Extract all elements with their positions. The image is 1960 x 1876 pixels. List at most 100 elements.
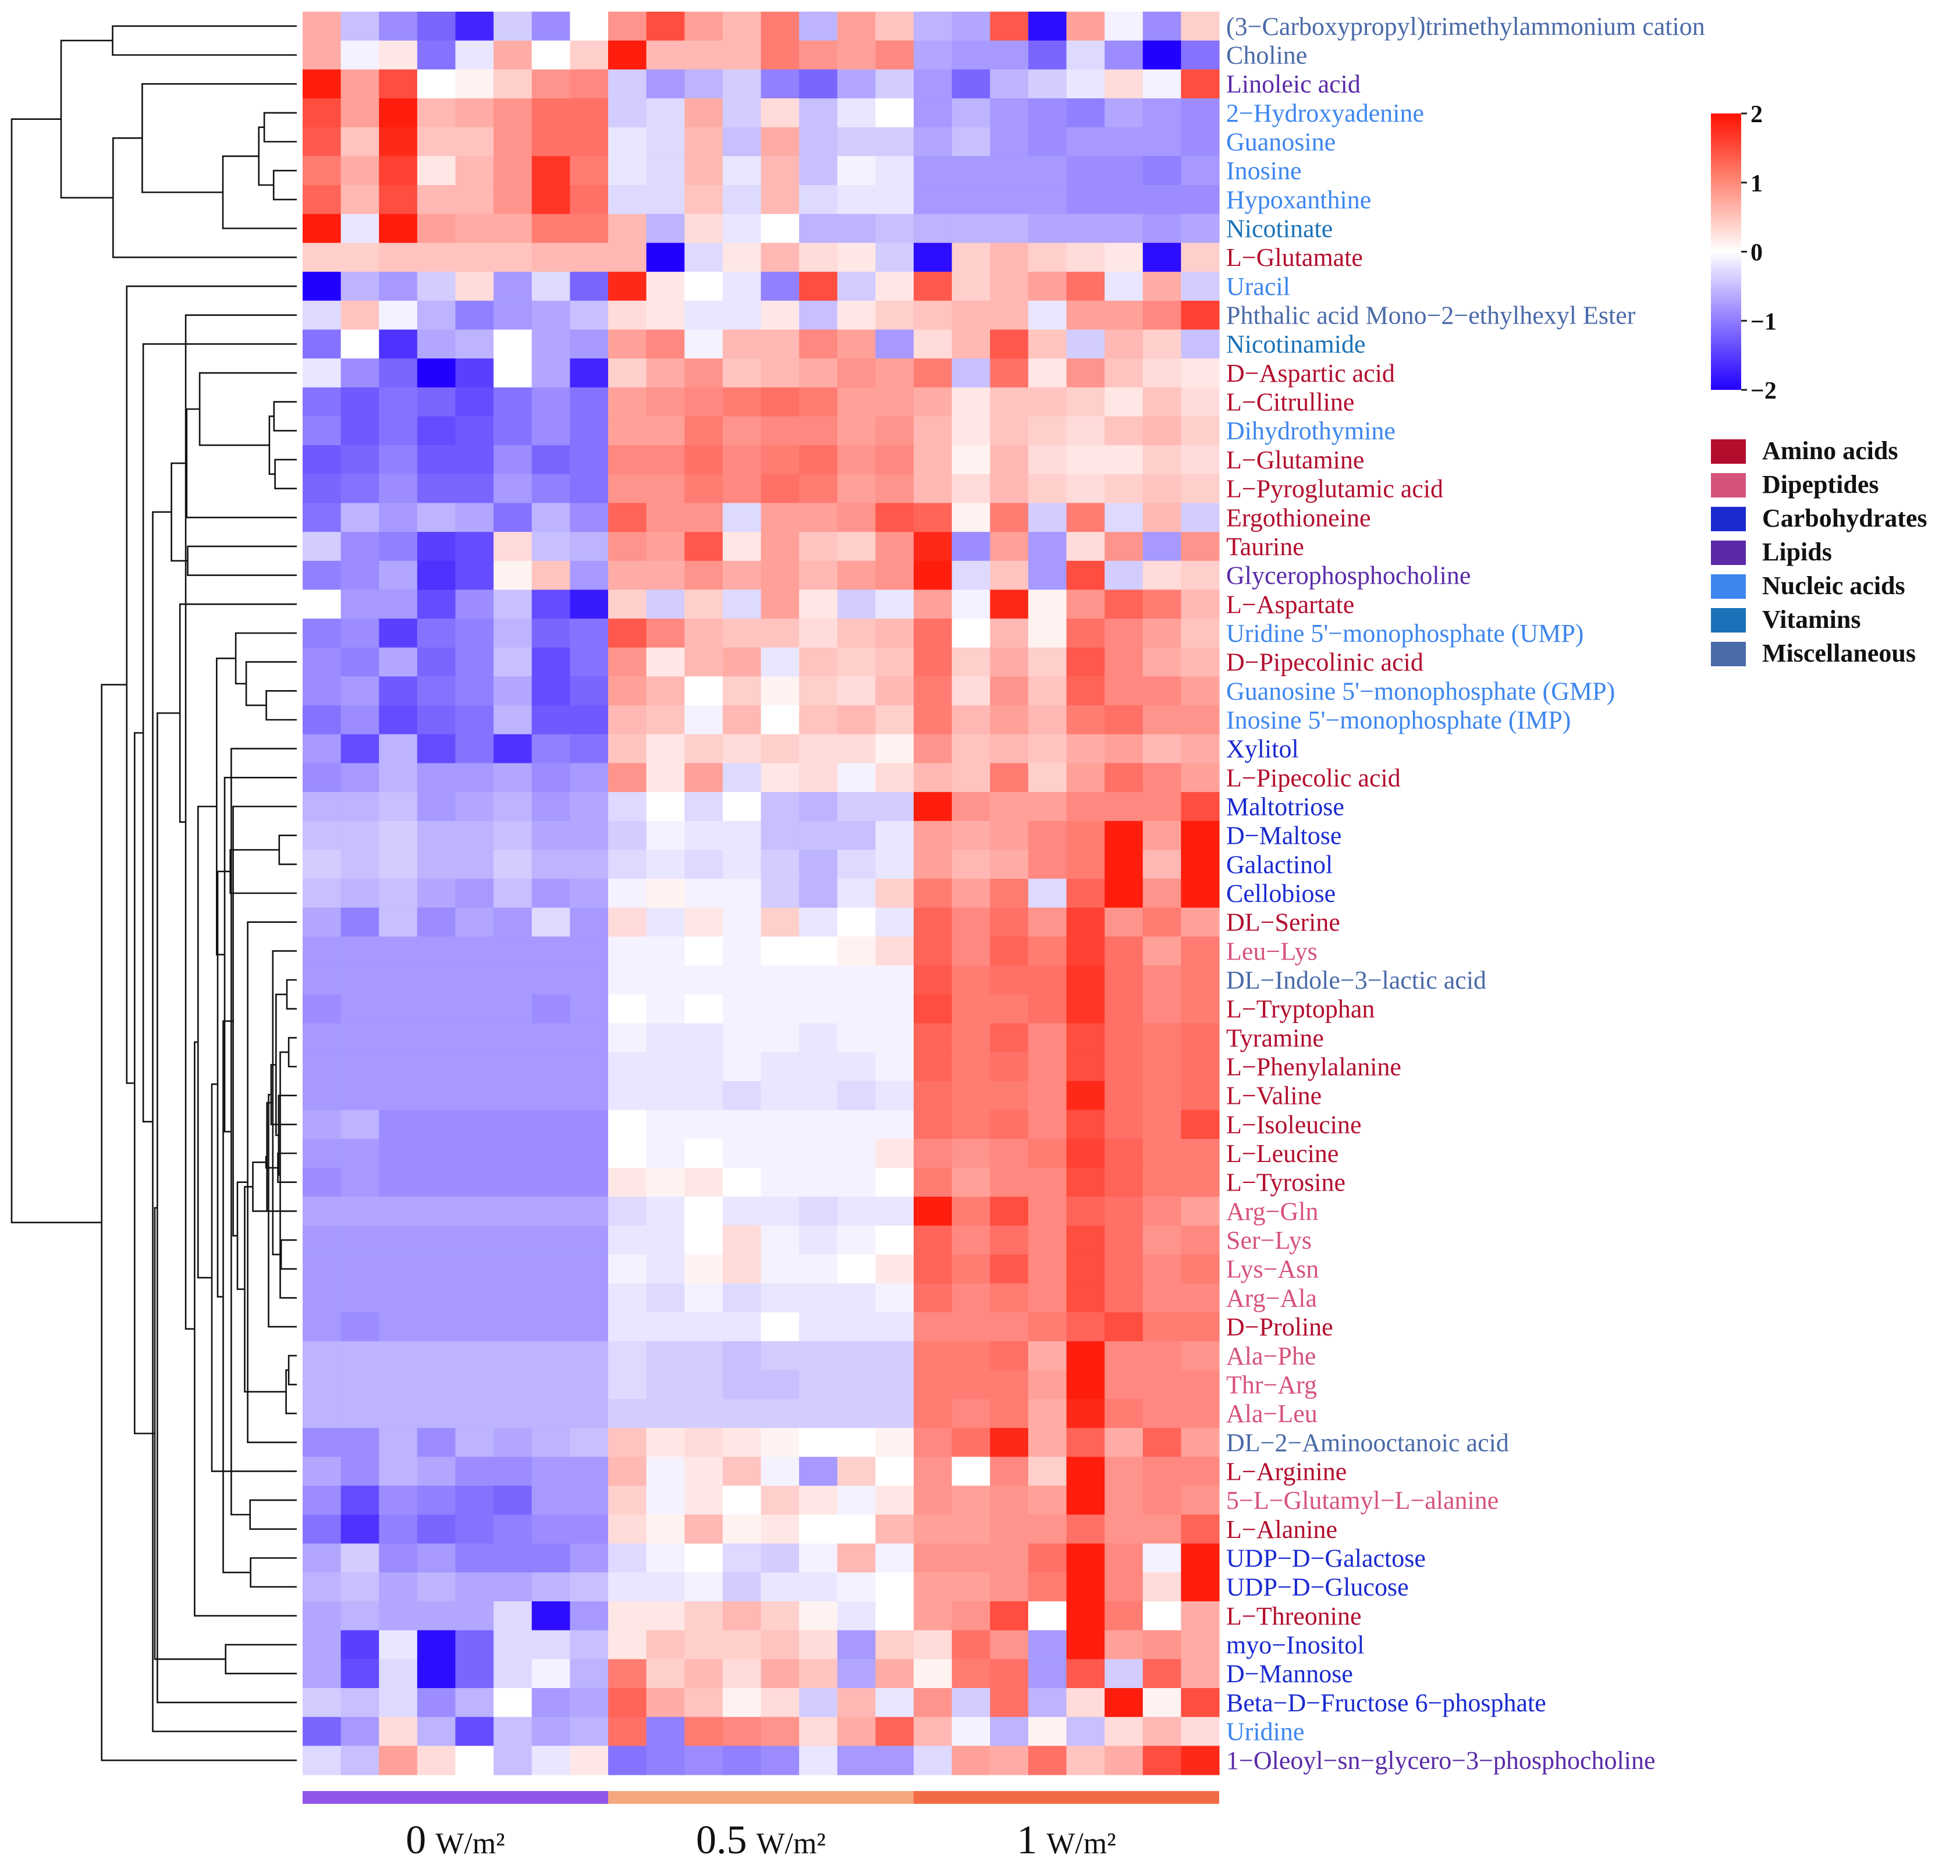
heatmap-cell <box>1142 965 1181 995</box>
heatmap-cell <box>684 503 723 532</box>
heatmap-cell <box>455 820 494 851</box>
heatmap-cell <box>1028 1225 1067 1255</box>
heatmap-cell <box>417 300 456 330</box>
heatmap-cell <box>761 1746 800 1775</box>
heatmap-cell <box>837 329 876 359</box>
dendrogram-link <box>225 1644 297 1675</box>
heatmap-cell <box>608 647 647 677</box>
legend-label: Carbohydrates <box>1762 504 1927 532</box>
heatmap-cell <box>608 1341 647 1371</box>
heatmap-cell <box>875 243 914 272</box>
heatmap-cell <box>914 1543 953 1573</box>
heatmap-cell <box>1028 619 1067 648</box>
heatmap-cell <box>1028 127 1067 157</box>
heatmap-cell <box>1181 1341 1220 1371</box>
heatmap-cell <box>1066 965 1105 995</box>
heatmap-cell <box>570 445 609 475</box>
heatmap-cell <box>1066 156 1105 186</box>
heatmap-cell <box>379 619 418 648</box>
heatmap-cell <box>837 936 876 966</box>
heatmap-cell <box>799 1456 838 1486</box>
heatmap-cell <box>722 619 762 648</box>
heatmap-cell <box>837 1312 876 1342</box>
heatmap-cell <box>455 387 494 417</box>
heatmap-cell <box>417 1341 456 1371</box>
heatmap-cell <box>761 1687 800 1718</box>
heatmap-cell <box>379 127 418 157</box>
heatmap-cell <box>455 1456 494 1486</box>
heatmap-cell <box>531 619 570 648</box>
heatmap-cell <box>340 1399 379 1429</box>
heatmap-cell <box>340 850 379 879</box>
heatmap-cell <box>875 994 914 1024</box>
heatmap-cell <box>531 532 570 562</box>
heatmap-cell <box>722 503 762 532</box>
heatmap-cell <box>722 1312 762 1342</box>
heatmap-cell <box>1105 879 1144 908</box>
heatmap-cell <box>340 300 379 330</box>
heatmap-cell <box>570 676 609 706</box>
heatmap-cell <box>837 272 876 301</box>
heatmap-cell <box>379 503 418 532</box>
heatmap-cell <box>914 416 953 446</box>
heatmap-cell <box>379 994 418 1024</box>
heatmap-cell <box>914 445 953 475</box>
heatmap-cell <box>1142 1254 1181 1284</box>
heatmap-cell <box>646 532 685 562</box>
heatmap-cell <box>951 792 990 822</box>
heatmap-cell <box>1105 214 1144 243</box>
heatmap-cell <box>914 1717 953 1746</box>
heatmap-cell <box>608 445 647 475</box>
heatmap-cell <box>493 1746 532 1775</box>
heatmap-cell <box>608 1167 647 1198</box>
heatmap-cell <box>417 589 456 619</box>
heatmap-cell <box>455 1254 494 1284</box>
heatmap-cell <box>951 1514 990 1544</box>
heatmap-cell <box>684 1572 723 1602</box>
heatmap-cell <box>303 12 342 41</box>
heatmap-cell <box>1066 1139 1105 1168</box>
heatmap-cell <box>531 792 570 822</box>
dendrogram-link <box>265 1156 278 1169</box>
heatmap-cell <box>722 445 762 475</box>
heatmap-cell <box>455 532 494 562</box>
heatmap-cell <box>303 994 342 1024</box>
heatmap-cell <box>493 532 532 562</box>
heatmap-cell <box>379 705 418 735</box>
heatmap-cell <box>951 243 990 272</box>
heatmap-cell <box>570 1543 609 1573</box>
row-label: Xylitol <box>1226 735 1299 763</box>
heatmap-cell <box>1105 1456 1144 1486</box>
heatmap-cell <box>493 936 532 966</box>
heatmap-cell <box>493 272 532 301</box>
heatmap-cell <box>1105 40 1144 70</box>
heatmap-cell <box>455 1543 494 1573</box>
heatmap-cell <box>914 763 953 793</box>
heatmap-cell <box>531 1254 570 1284</box>
heatmap-cell <box>799 792 838 822</box>
heatmap-cell <box>1028 474 1067 504</box>
heatmap-cell <box>417 243 456 272</box>
heatmap-cell <box>303 503 342 532</box>
heatmap-cell <box>646 589 685 619</box>
dendrogram-link <box>60 40 113 199</box>
heatmap-cell <box>1028 358 1067 388</box>
heatmap-cell <box>914 1312 953 1342</box>
heatmap-cell <box>608 1283 647 1313</box>
heatmap-cell <box>570 879 609 908</box>
heatmap-cell <box>1142 1514 1181 1544</box>
heatmap-cell <box>875 820 914 851</box>
heatmap-cell <box>761 503 800 532</box>
heatmap-cell <box>722 1023 762 1053</box>
heatmap-cell <box>990 647 1029 677</box>
heatmap-cell <box>608 820 647 851</box>
heatmap-cell <box>608 387 647 417</box>
heatmap-cell <box>684 1110 723 1139</box>
heatmap-cell <box>646 705 685 735</box>
heatmap-cell <box>875 416 914 446</box>
heatmap-cell <box>417 532 456 562</box>
heatmap-cell <box>761 1717 800 1746</box>
heatmap-cell <box>684 185 723 215</box>
heatmap-cell <box>951 1341 990 1371</box>
heatmap-cell <box>379 907 418 937</box>
